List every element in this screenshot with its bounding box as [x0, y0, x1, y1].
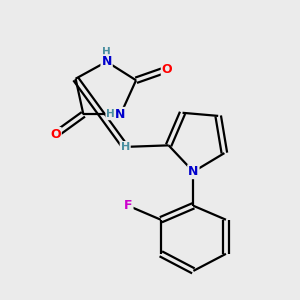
Text: H: H — [121, 142, 130, 152]
Text: H: H — [102, 47, 111, 57]
Text: H: H — [106, 110, 115, 119]
Text: O: O — [50, 128, 61, 141]
Text: F: F — [124, 199, 133, 212]
Text: N: N — [188, 165, 199, 178]
Text: O: O — [162, 63, 172, 76]
Text: N: N — [116, 108, 126, 121]
Text: N: N — [101, 55, 112, 68]
